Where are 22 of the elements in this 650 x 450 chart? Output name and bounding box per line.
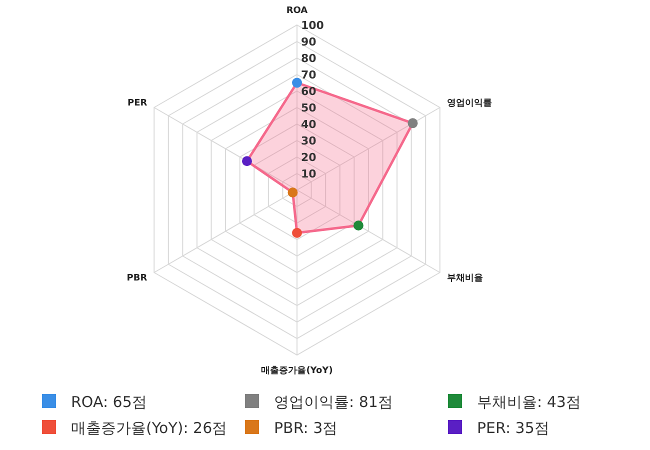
- text: ROA: 65점: [71, 393, 147, 411]
- y-tick-label: 70: [301, 68, 317, 82]
- text: PER: 35점: [477, 419, 550, 437]
- spoke-label: 영업이익률: [446, 98, 492, 108]
- spoke-label: 부채비율: [446, 274, 483, 284]
- y-tick-label: 80: [301, 52, 317, 65]
- text: 부채비율: 43점: [477, 393, 581, 411]
- y-tick-label: 30: [301, 134, 317, 148]
- text: 영업이익률: 81점: [274, 393, 393, 411]
- spoke-label: 매출증가율(YoY): [261, 365, 333, 376]
- spoke-label: PER: [127, 98, 148, 108]
- y-tick-label: 90: [301, 36, 317, 48]
- text: PBR: 3점: [274, 419, 338, 437]
- y-tick-label: 60: [301, 85, 317, 98]
- y-tick-label: 100: [301, 19, 324, 32]
- y-tick-label: 50: [301, 102, 317, 114]
- spoke-label: ROA: [286, 6, 308, 16]
- y-tick-label: 10: [301, 168, 317, 180]
- y-tick-label: 40: [301, 118, 317, 131]
- y-tick-label: 20: [301, 151, 317, 164]
- spoke-label: PBR: [126, 274, 148, 284]
- text: 매출증가율(YoY): 26점: [71, 419, 228, 437]
